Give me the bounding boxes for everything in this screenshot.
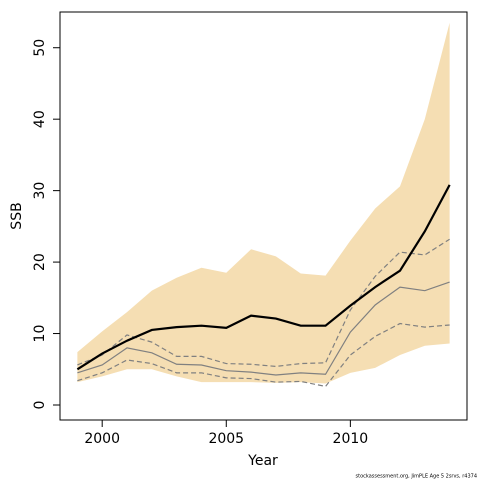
series-line	[77, 281, 450, 376]
series-line	[76, 184, 451, 371]
plot-frame	[59, 11, 468, 421]
y-tick-label: 40	[32, 110, 48, 128]
y-tick-label: 0	[32, 401, 48, 410]
y-tick-label: 10	[32, 325, 48, 343]
y-tick-label: 20	[32, 253, 48, 271]
series-line	[77, 322, 450, 388]
x-axis-label: Year	[247, 453, 278, 469]
series-line	[77, 238, 450, 368]
confidence-band	[77, 22, 450, 384]
y-tick-label: 30	[32, 182, 48, 200]
x-tick-label: 2000	[84, 431, 120, 447]
y-axis-label: SSB	[9, 202, 25, 229]
x-tick-label: 2005	[208, 431, 244, 447]
x-tick-label: 2010	[333, 431, 369, 447]
y-tick-label: 50	[32, 39, 48, 57]
footnote: stockassessment.org, JimPLE Age 5 2srvs,…	[356, 474, 477, 480]
